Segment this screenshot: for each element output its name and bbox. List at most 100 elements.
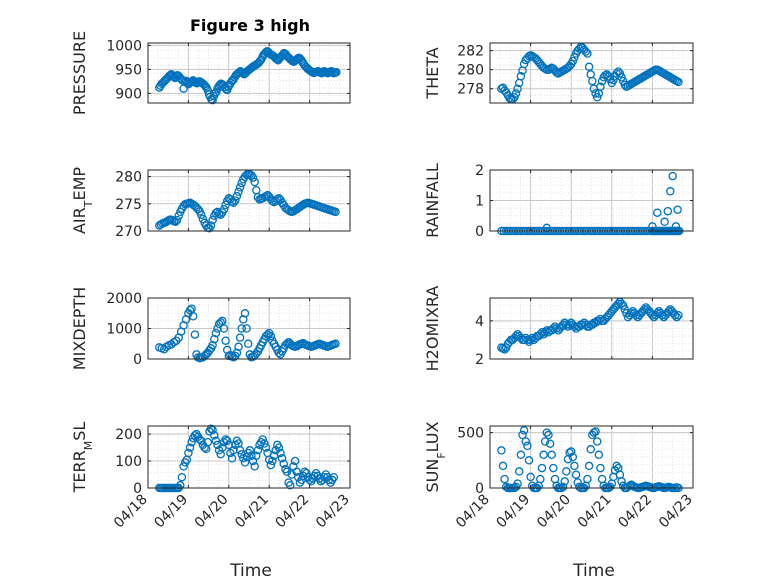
data-point bbox=[536, 329, 545, 339]
data-point bbox=[179, 462, 188, 471]
y-tick-label: 0 bbox=[475, 224, 484, 240]
data-point bbox=[570, 461, 579, 471]
series-markers bbox=[497, 297, 683, 354]
data-point bbox=[187, 437, 196, 447]
data-point bbox=[540, 437, 550, 446]
data-point bbox=[282, 467, 292, 477]
data-point bbox=[596, 82, 605, 92]
data-point bbox=[536, 474, 545, 484]
data-point bbox=[558, 482, 568, 492]
data-point bbox=[329, 472, 339, 482]
x-tick-label: 04/22 bbox=[273, 492, 313, 532]
data-point bbox=[206, 424, 216, 433]
data-point bbox=[268, 456, 277, 466]
data-point bbox=[235, 446, 245, 455]
series-markers bbox=[497, 42, 683, 104]
data-point bbox=[237, 178, 246, 188]
data-point bbox=[242, 452, 251, 462]
x-tick-label: 04/23 bbox=[656, 492, 696, 532]
data-point bbox=[248, 173, 258, 182]
data-point bbox=[247, 171, 256, 180]
data-point bbox=[565, 320, 574, 329]
y-axis-label: SUNFLUX bbox=[423, 421, 448, 492]
data-point bbox=[544, 430, 553, 440]
data-point bbox=[266, 331, 276, 341]
data-point bbox=[589, 428, 599, 437]
data-point bbox=[549, 324, 558, 333]
y-tick-label: 0 bbox=[133, 352, 142, 368]
data-point bbox=[671, 222, 681, 231]
y-tick-label: 280 bbox=[457, 63, 484, 79]
data-point bbox=[224, 440, 234, 450]
data-point bbox=[197, 210, 206, 219]
y-axis-label: THETA bbox=[423, 47, 442, 99]
data-point bbox=[232, 191, 242, 201]
y-tick-label: 100 bbox=[115, 454, 142, 470]
data-point bbox=[566, 447, 576, 456]
data-point bbox=[547, 450, 556, 460]
data-point bbox=[511, 89, 521, 98]
data-point bbox=[250, 462, 259, 471]
data-point bbox=[568, 56, 578, 66]
data-point bbox=[617, 477, 626, 486]
data-point bbox=[242, 324, 251, 333]
data-point bbox=[221, 336, 230, 345]
data-point bbox=[672, 312, 682, 322]
data-point bbox=[568, 452, 578, 462]
data-point bbox=[219, 324, 229, 333]
data-point bbox=[596, 463, 605, 473]
subplot-0: 900 950 1000 PRESSURE bbox=[70, 31, 351, 115]
data-point bbox=[208, 215, 217, 225]
data-point bbox=[253, 446, 263, 455]
grid bbox=[489, 169, 694, 232]
y-axis-label: TERRMSL bbox=[70, 422, 95, 494]
data-point bbox=[591, 427, 600, 436]
data-point bbox=[640, 305, 649, 314]
data-point bbox=[232, 348, 242, 358]
data-point bbox=[609, 75, 618, 85]
data-point bbox=[513, 84, 522, 93]
data-point bbox=[302, 468, 311, 478]
data-point bbox=[227, 454, 237, 463]
data-point bbox=[584, 461, 594, 471]
data-point bbox=[594, 450, 604, 460]
data-point bbox=[176, 481, 185, 490]
data-point bbox=[177, 472, 187, 482]
y-tick-label: 4 bbox=[475, 314, 484, 330]
data-point bbox=[211, 436, 221, 446]
data-point bbox=[188, 312, 198, 321]
x-axis-label-right: Time bbox=[572, 561, 615, 581]
data-point bbox=[584, 62, 594, 72]
data-point bbox=[250, 177, 259, 187]
data-point bbox=[666, 187, 675, 196]
y-tick-label: 0 bbox=[475, 481, 484, 497]
y-tick-label: 0 bbox=[133, 481, 142, 497]
data-point bbox=[210, 89, 220, 98]
y-tick-label: 280 bbox=[115, 170, 142, 186]
data-point bbox=[184, 448, 193, 458]
x-tick-label: 04/22 bbox=[615, 492, 655, 532]
data-point bbox=[206, 221, 216, 230]
data-point bbox=[581, 47, 591, 56]
x-tick-label: 04/18 bbox=[111, 492, 151, 532]
subplot-6: 0 100 200 TERRMSL 04/18 04/19 04/20 04/21 04/22 0… bbox=[70, 422, 353, 532]
data-point bbox=[537, 328, 547, 337]
data-point bbox=[240, 458, 250, 467]
x-tick-label: 04/19 bbox=[151, 492, 191, 532]
data-point bbox=[203, 437, 213, 447]
data-point bbox=[521, 437, 530, 446]
data-point bbox=[222, 436, 232, 446]
data-point bbox=[274, 443, 284, 452]
axes-box bbox=[489, 42, 694, 104]
y-tick-label: 950 bbox=[115, 62, 142, 78]
data-point bbox=[292, 467, 301, 477]
data-point bbox=[523, 441, 532, 451]
y-tick-label: 1000 bbox=[106, 322, 142, 338]
axes-box bbox=[147, 169, 351, 232]
data-point bbox=[562, 320, 571, 329]
y-axis-label: RAINFALL bbox=[423, 163, 442, 238]
series-markers bbox=[155, 304, 340, 363]
data-point bbox=[258, 435, 267, 444]
